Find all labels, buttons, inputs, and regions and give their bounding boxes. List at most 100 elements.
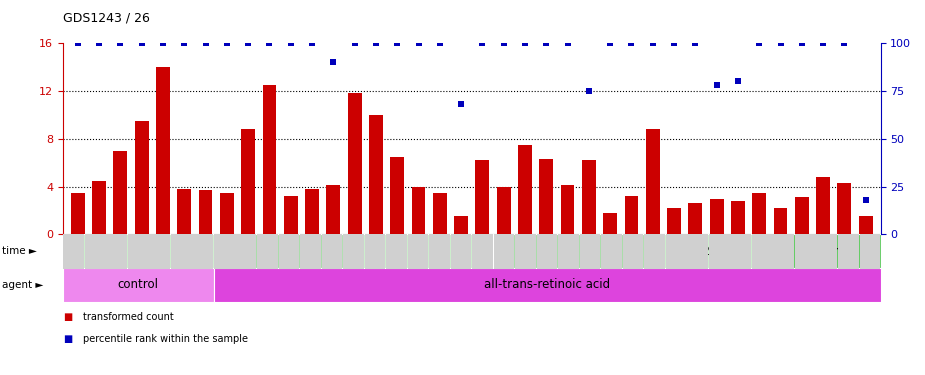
Bar bbox=[386, 234, 407, 268]
Bar bbox=[257, 234, 278, 268]
Point bbox=[347, 40, 362, 46]
Point bbox=[518, 40, 533, 46]
Bar bbox=[305, 189, 319, 234]
Text: GDS1243 / 26: GDS1243 / 26 bbox=[63, 11, 150, 24]
Bar bbox=[156, 67, 170, 234]
Point bbox=[432, 40, 447, 46]
Bar bbox=[106, 234, 127, 268]
Bar bbox=[666, 234, 686, 268]
Point bbox=[837, 40, 852, 46]
Bar bbox=[817, 234, 837, 268]
Point bbox=[688, 40, 703, 46]
Bar bbox=[688, 203, 702, 234]
Bar bbox=[773, 208, 787, 234]
Bar bbox=[150, 234, 170, 268]
Bar bbox=[536, 234, 558, 268]
Bar bbox=[838, 234, 858, 268]
Bar bbox=[601, 234, 622, 268]
Text: 1 h: 1 h bbox=[268, 245, 288, 258]
Bar bbox=[795, 234, 816, 268]
Bar bbox=[837, 183, 851, 234]
Point bbox=[262, 40, 277, 46]
Bar bbox=[214, 268, 881, 302]
Bar bbox=[408, 234, 428, 268]
Bar bbox=[454, 216, 468, 234]
Bar bbox=[199, 190, 213, 234]
Bar bbox=[322, 234, 342, 268]
Bar bbox=[603, 213, 617, 234]
Bar bbox=[752, 192, 766, 234]
Text: ■: ■ bbox=[63, 312, 72, 322]
Text: control: control bbox=[117, 279, 159, 291]
Point bbox=[198, 40, 213, 46]
Point bbox=[752, 40, 767, 46]
Point bbox=[326, 59, 340, 65]
Point bbox=[795, 40, 809, 46]
Bar bbox=[71, 192, 85, 234]
Bar bbox=[561, 185, 574, 234]
Point bbox=[453, 101, 468, 107]
Bar bbox=[214, 234, 235, 268]
Bar bbox=[284, 196, 298, 234]
Bar bbox=[192, 234, 213, 268]
Text: 6 h: 6 h bbox=[560, 245, 578, 258]
Bar bbox=[752, 234, 772, 268]
Point bbox=[240, 40, 255, 46]
Bar bbox=[369, 115, 383, 234]
Bar bbox=[236, 234, 256, 268]
Bar bbox=[709, 198, 723, 234]
Bar bbox=[816, 177, 830, 234]
Bar bbox=[773, 234, 794, 268]
Point bbox=[368, 40, 383, 46]
Bar bbox=[539, 159, 553, 234]
Point bbox=[219, 40, 234, 46]
Point bbox=[731, 78, 746, 84]
Text: agent ►: agent ► bbox=[2, 280, 43, 290]
Point bbox=[134, 40, 149, 46]
Bar bbox=[241, 129, 255, 234]
Bar bbox=[342, 234, 493, 268]
Bar bbox=[859, 234, 881, 268]
Text: 0 h: 0 h bbox=[129, 245, 147, 258]
Bar bbox=[343, 234, 364, 268]
Bar bbox=[709, 234, 730, 268]
Bar bbox=[645, 234, 665, 268]
Bar bbox=[644, 234, 773, 268]
Bar bbox=[497, 187, 511, 234]
Bar bbox=[731, 201, 745, 234]
Bar bbox=[582, 160, 596, 234]
Bar bbox=[559, 234, 579, 268]
Bar bbox=[263, 85, 277, 234]
Point bbox=[646, 40, 660, 46]
Text: 3 h: 3 h bbox=[409, 245, 427, 258]
Text: percentile rank within the sample: percentile rank within the sample bbox=[83, 334, 248, 344]
Bar bbox=[773, 234, 881, 268]
Bar bbox=[171, 234, 191, 268]
Text: 12 h: 12 h bbox=[696, 245, 722, 258]
Point bbox=[475, 40, 490, 46]
Bar bbox=[63, 234, 214, 268]
Point bbox=[304, 40, 319, 46]
Bar bbox=[412, 187, 426, 234]
Bar bbox=[429, 234, 450, 268]
Point bbox=[561, 40, 575, 46]
Bar bbox=[63, 234, 84, 268]
Text: time ►: time ► bbox=[2, 246, 37, 256]
Point bbox=[497, 40, 512, 46]
Bar bbox=[472, 234, 493, 268]
Bar bbox=[128, 234, 149, 268]
Bar bbox=[178, 189, 191, 234]
Bar bbox=[623, 234, 644, 268]
Bar bbox=[300, 234, 321, 268]
Bar bbox=[518, 145, 532, 234]
Bar bbox=[515, 234, 536, 268]
Bar bbox=[85, 234, 105, 268]
Point bbox=[858, 197, 873, 203]
Bar bbox=[580, 234, 600, 268]
Text: all-trans-retinoic acid: all-trans-retinoic acid bbox=[484, 279, 610, 291]
Point bbox=[539, 40, 554, 46]
Point bbox=[582, 88, 597, 94]
Point bbox=[603, 40, 618, 46]
Bar bbox=[494, 234, 514, 268]
Text: ■: ■ bbox=[63, 334, 72, 344]
